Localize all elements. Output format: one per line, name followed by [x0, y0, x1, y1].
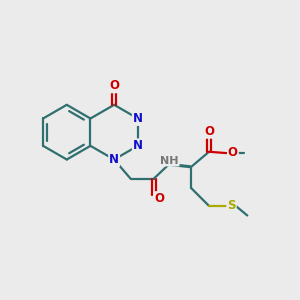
Text: O: O: [228, 146, 238, 159]
Text: NH: NH: [160, 156, 179, 166]
Text: N: N: [133, 112, 143, 125]
Text: N: N: [133, 139, 143, 152]
Text: O: O: [204, 125, 214, 138]
Text: O: O: [154, 192, 164, 205]
Text: S: S: [227, 199, 236, 212]
Text: N: N: [109, 153, 119, 166]
Text: O: O: [109, 79, 119, 92]
